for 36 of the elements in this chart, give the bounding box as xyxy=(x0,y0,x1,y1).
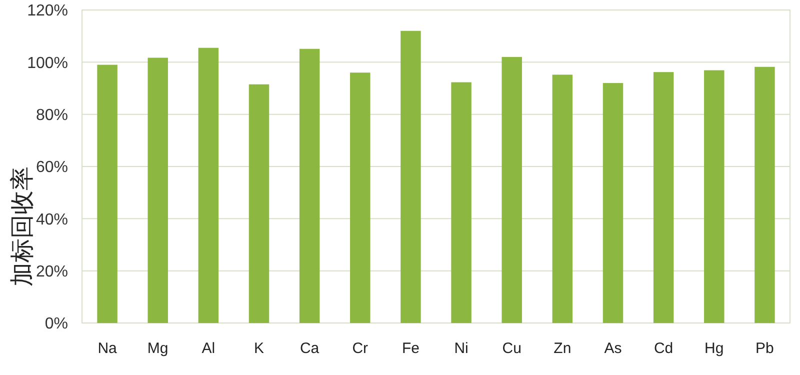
x-tick-label: K xyxy=(254,340,264,357)
bar xyxy=(350,72,370,323)
x-tick-label: Fe xyxy=(402,340,420,357)
bar xyxy=(97,64,118,323)
bar xyxy=(502,56,522,323)
y-tick-label: 40% xyxy=(36,211,68,228)
x-tick-label: Ca xyxy=(300,340,320,357)
y-axis-title: 加标回收率 xyxy=(8,166,36,286)
bar xyxy=(248,84,270,323)
x-tick-label: As xyxy=(604,340,622,357)
x-tick-label: Cu xyxy=(502,340,522,357)
x-tick-label: Ni xyxy=(454,340,468,357)
x-tick-label: Zn xyxy=(554,340,572,357)
bar xyxy=(148,58,168,323)
bar xyxy=(552,74,573,323)
y-tick-label: 20% xyxy=(36,263,68,280)
x-tick-label: Hg xyxy=(704,340,724,357)
bar xyxy=(299,48,320,323)
x-tick-label: Na xyxy=(98,340,118,357)
y-tick-label: 0% xyxy=(44,316,68,333)
bar xyxy=(653,72,674,323)
bar xyxy=(704,70,724,323)
y-tick-label: 60% xyxy=(36,159,68,176)
y-tick-label: 120% xyxy=(27,2,68,20)
bar xyxy=(602,83,624,323)
x-tick-label: Pb xyxy=(756,340,774,357)
bar xyxy=(400,30,421,323)
bar xyxy=(198,48,219,323)
y-tick-label: 100% xyxy=(27,54,68,72)
x-tick-label: Cd xyxy=(654,340,674,357)
y-tick-label: 80% xyxy=(36,106,68,124)
x-tick-label: Cr xyxy=(352,340,368,357)
bar xyxy=(451,82,472,323)
bar xyxy=(754,66,775,323)
x-tick-label: Mg xyxy=(147,340,168,357)
x-tick-label: Al xyxy=(202,340,216,357)
